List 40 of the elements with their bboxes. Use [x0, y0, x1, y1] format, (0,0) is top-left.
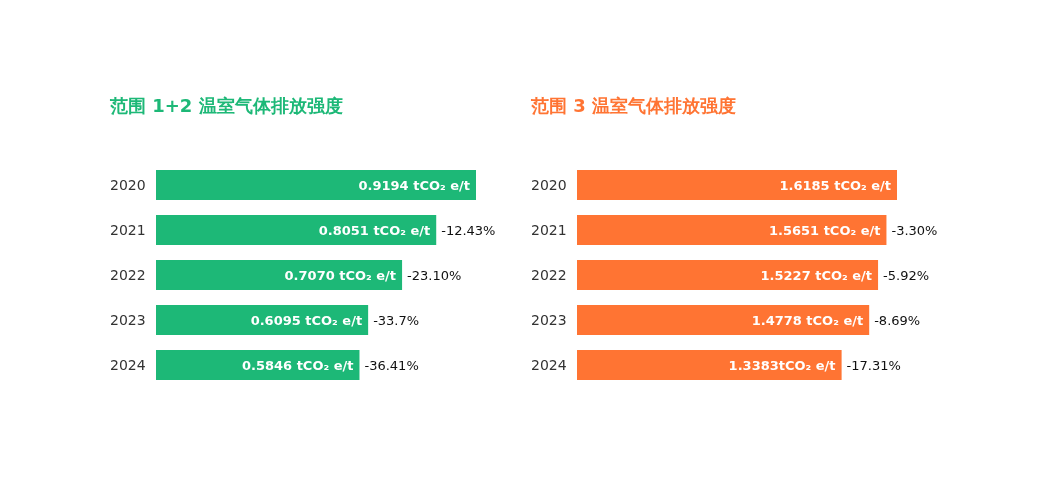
data-label: 1.3383tCO₂ e/t — [728, 358, 836, 373]
data-label: 0.6095 tCO₂ e/t — [250, 313, 363, 328]
bar — [156, 350, 360, 380]
y-tick-label: 2021 — [110, 222, 146, 238]
data-label: 1.5651 tCO₂ e/t — [768, 223, 881, 238]
y-tick-label: 2023 — [110, 312, 146, 328]
bar — [577, 305, 870, 335]
y-tick-label: 2023 — [531, 312, 567, 328]
bar — [577, 350, 842, 380]
annotation: -33.7% — [373, 313, 420, 328]
annotation: -23.10% — [407, 268, 462, 283]
bar — [577, 170, 897, 200]
bar — [156, 260, 403, 290]
data-label: 1.4778 tCO₂ e/t — [751, 313, 864, 328]
bar — [156, 170, 476, 200]
data-label: 0.7070 tCO₂ e/t — [284, 268, 397, 283]
annotation: -36.41% — [364, 358, 419, 373]
y-tick-label: 2020 — [531, 177, 567, 193]
y-tick-label: 2022 — [531, 267, 567, 283]
data-label: 0.9194 tCO₂ e/t — [358, 178, 470, 193]
data-label: 1.6185 tCO₂ e/t — [779, 178, 891, 193]
data-label: 1.5227 tCO₂ e/t — [760, 268, 873, 283]
bar — [156, 215, 437, 245]
data-label: 0.5846 tCO₂ e/t — [241, 358, 354, 373]
annotation: -3.30% — [891, 223, 938, 238]
bar — [577, 260, 879, 290]
bar — [156, 305, 369, 335]
chart-title: 范围 3 温室气体排放强度 — [530, 95, 737, 116]
y-tick-label: 2022 — [110, 267, 146, 283]
y-tick-label: 2024 — [110, 357, 146, 373]
y-tick-label: 2024 — [531, 357, 567, 373]
y-tick-label: 2020 — [110, 177, 146, 193]
y-tick-label: 2021 — [531, 222, 567, 238]
annotation: -17.31% — [846, 358, 901, 373]
chart-title: 范围 1+2 温室气体排放强度 — [109, 95, 343, 116]
data-label: 0.8051 tCO₂ e/t — [318, 223, 431, 238]
bar — [577, 215, 887, 245]
annotation: -8.69% — [874, 313, 921, 328]
annotation: -5.92% — [883, 268, 930, 283]
annotation: -12.43% — [441, 223, 496, 238]
